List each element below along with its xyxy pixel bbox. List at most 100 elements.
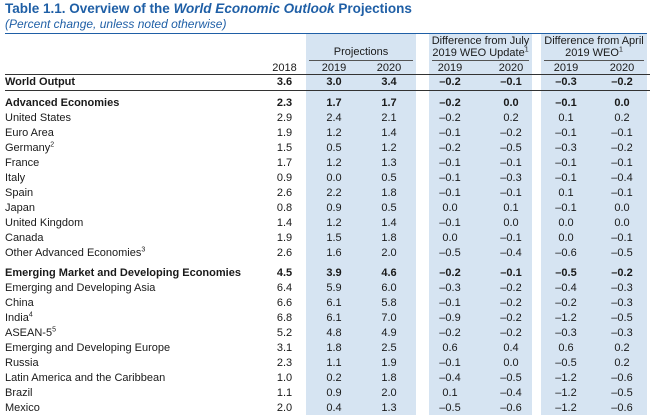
footnote-marker: 5	[52, 326, 56, 334]
row-label-text: Emerging and Developing Asia	[5, 282, 156, 294]
value-cell: 1.5	[276, 142, 293, 154]
value-cell: 1.8	[381, 187, 397, 199]
value-cell: 1.2	[381, 142, 397, 154]
value-cell: –0.1	[439, 172, 461, 184]
value-cell: –1.2	[555, 402, 577, 414]
diff-july-band	[429, 34, 532, 415]
value-cell: 0.0	[558, 232, 574, 244]
value-cell: 0.5	[381, 172, 397, 184]
value-cell: 1.2	[326, 217, 342, 229]
year-header: 2020	[484, 62, 538, 75]
row-label-text: Spain	[5, 187, 34, 199]
value-cell: 0.9	[276, 172, 293, 184]
value-cell: 0.0	[614, 217, 630, 229]
value-cell: 0.2	[326, 372, 342, 384]
value-cell: –0.2	[439, 97, 461, 109]
value-cell: –0.3	[555, 142, 577, 154]
value-cell: –0.1	[555, 127, 577, 139]
value-cell: 2.9	[276, 112, 293, 124]
table-row: Germany2 1.5 0.5 1.2 –0.2 –0.5 –0.3 –0.2	[5, 141, 650, 156]
value-cell: 5.8	[381, 297, 397, 309]
value-cell: 1.8	[381, 232, 397, 244]
table-row: ASEAN-55 5.2 4.8 4.9 –0.2 –0.2 –0.3 –0.3	[5, 326, 650, 341]
value-cell: 2.6	[276, 247, 293, 259]
row-label-text: Mexico	[5, 402, 40, 414]
row-label-text: Other Advanced Economies	[5, 247, 142, 259]
value-cell: 3.6	[263, 74, 306, 91]
value-cell: 1.3	[381, 402, 397, 414]
value-cell: –0.2	[439, 267, 461, 279]
value-cell: –0.2	[500, 312, 522, 324]
value-cell: 0.0	[503, 217, 519, 229]
value-cell: 1.9	[276, 232, 293, 244]
value-cell: 2.5	[381, 342, 397, 354]
value-cell: –0.4	[555, 282, 577, 294]
value-cell: 1.3	[381, 157, 397, 169]
value-cell: –0.4	[439, 372, 461, 384]
value-cell: 6.0	[381, 282, 397, 294]
table-row: Emerging and Developing Asia 6.4 5.9 6.0 –0.…	[5, 281, 650, 296]
table-row: Italy 0.9 0.0 0.5 –0.1 –0.3 –0.1 –0.4	[5, 171, 650, 186]
value-cell: –1.2	[555, 372, 577, 384]
value-cell: –0.1	[439, 217, 461, 229]
row-label: United Kingdom	[5, 216, 263, 231]
value-cell: 1.2	[326, 127, 342, 139]
year-header: 2020	[594, 62, 650, 75]
value-cell: –0.6	[611, 372, 633, 384]
row-label: United States	[5, 111, 263, 126]
value-cell: –0.2	[594, 74, 650, 91]
row-label: Brazil	[5, 386, 263, 401]
value-cell: –0.1	[439, 127, 461, 139]
row-label: Japan	[5, 201, 263, 216]
row-label: Euro Area	[5, 126, 263, 141]
year-header: 2019	[416, 62, 484, 75]
row-label-text: France	[5, 157, 40, 169]
value-cell: –0.1	[611, 232, 633, 244]
value-cell: 0.1	[558, 112, 574, 124]
value-cell: –0.3	[555, 327, 577, 339]
value-cell: –0.3	[611, 282, 633, 294]
table-row: Brazil 1.1 0.9 2.0 0.1 –0.4 –1.2 –0.5	[5, 386, 650, 401]
top-rule	[5, 33, 647, 34]
table-row: China 6.6 6.1 5.8 –0.1 –0.2 –0.2 –0.3	[5, 296, 650, 311]
value-cell: 0.0	[326, 172, 342, 184]
value-cell: 2.3	[276, 97, 293, 109]
value-cell: –0.2	[500, 127, 522, 139]
row-label-text: India	[5, 312, 29, 324]
projections-table: 2018 2019 2020 2019 2020 2019 2020 World Output…	[5, 62, 650, 416]
value-cell: –0.1	[439, 157, 461, 169]
row-label-text: United States	[5, 112, 72, 124]
row-label: Emerging and Developing Asia	[5, 281, 263, 296]
row-label-text: United Kingdom	[5, 217, 84, 229]
footnote-marker: 3	[141, 246, 146, 254]
value-cell: 0.0	[442, 232, 458, 244]
value-cell: 0.5	[381, 202, 397, 214]
value-cell: 4.8	[326, 327, 342, 339]
value-cell: 1.4	[276, 217, 293, 229]
row-label-text: Emerging Market and Developing Economies	[5, 267, 241, 279]
value-cell: –0.2	[500, 282, 522, 294]
row-label-text: Italy	[5, 172, 26, 184]
value-cell: 4.9	[381, 327, 397, 339]
value-cell: 0.0	[614, 97, 630, 109]
value-cell: 2.1	[381, 112, 397, 124]
year-header: 2018	[263, 62, 306, 75]
value-cell: –0.2	[439, 142, 461, 154]
value-cell: 0.2	[614, 342, 630, 354]
value-cell: –0.5	[611, 387, 633, 399]
row-label: Italy	[5, 171, 263, 186]
diff-july-rule	[432, 60, 529, 61]
row-label: Russia	[5, 356, 263, 371]
value-cell: –0.4	[500, 387, 522, 399]
value-cell: –0.4	[500, 247, 522, 259]
value-cell: 1.9	[381, 357, 397, 369]
row-label-text: Brazil	[5, 387, 33, 399]
row-label: France	[5, 156, 263, 171]
table-row: Russia 2.3 1.1 1.9 –0.1 0.0 –0.5 0.2	[5, 356, 650, 371]
table-row: Emerging Market and Developing Economies…	[5, 261, 650, 281]
projections-band	[306, 34, 416, 415]
value-cell: 1.7	[381, 97, 397, 109]
value-cell: 0.9	[326, 387, 342, 399]
value-cell: –0.3	[611, 297, 633, 309]
value-cell: 2.3	[276, 357, 293, 369]
